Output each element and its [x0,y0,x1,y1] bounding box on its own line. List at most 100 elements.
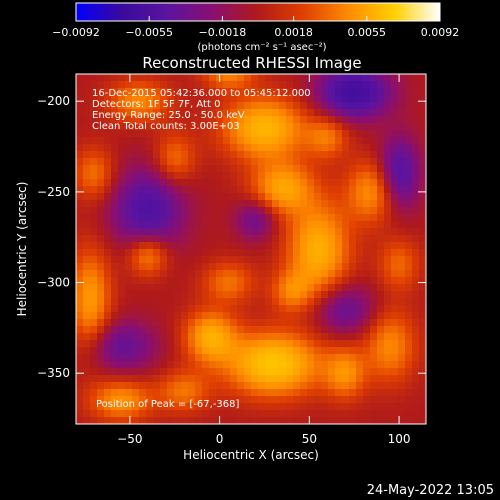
heatmap-cell [202,158,210,166]
heatmap-cell [307,298,315,306]
heatmap-cell [321,165,329,173]
heatmap-cell [251,200,259,208]
heatmap-cell [90,207,98,215]
heatmap-cell [279,186,287,194]
heatmap-cell [412,389,420,397]
heatmap-cell [342,319,350,327]
heatmap-cell [384,333,392,341]
heatmap-cell [314,249,322,257]
heatmap-cell [153,270,161,278]
heatmap-cell [377,242,385,250]
heatmap-cell [279,333,287,341]
heatmap-cell [132,277,140,285]
heatmap-cell [237,102,245,110]
heatmap-cell [139,312,147,320]
heatmap-cell [244,361,252,369]
heatmap-cell [265,144,273,152]
heatmap-cell [181,193,189,201]
heatmap-cell [139,382,147,390]
heatmap-cell [398,81,406,89]
heatmap-cell [377,109,385,117]
heatmap-cell [174,130,182,138]
heatmap-cell [111,263,119,271]
heatmap-cell [237,228,245,236]
heatmap-cell [391,417,399,425]
heatmap-cell [97,298,105,306]
heatmap-cell [146,95,154,103]
heatmap-cell [146,242,154,250]
heatmap-cell [195,389,203,397]
heatmap-cell [314,151,322,159]
heatmap-cell [356,144,364,152]
heatmap-cell [405,270,413,278]
heatmap-cell [223,109,231,117]
heatmap-cell [349,242,357,250]
heatmap-cell [209,354,217,362]
heatmap-cell [384,123,392,131]
heatmap-cell [153,396,161,404]
heatmap-cell [132,319,140,327]
heatmap-cell [195,172,203,180]
heatmap-cell [412,396,420,404]
heatmap-cell [97,319,105,327]
heatmap-cell [209,165,217,173]
heatmap-cell [195,333,203,341]
heatmap-cell [125,256,133,264]
heatmap-cell [293,221,301,229]
heatmap-cell [139,179,147,187]
heatmap-cell [300,361,308,369]
heatmap-cell [405,88,413,96]
heatmap-cell [258,95,266,103]
heatmap-cell [202,410,210,418]
heatmap-cell [307,81,315,89]
heatmap-cell [104,291,112,299]
heatmap-cell [405,347,413,355]
heatmap-cell [181,200,189,208]
heatmap-cell [293,417,301,425]
heatmap-cell [111,291,119,299]
heatmap-cell [286,263,294,271]
heatmap-cell [279,144,287,152]
heatmap-cell [258,417,266,425]
heatmap-cell [237,249,245,257]
heatmap-cell [111,81,119,89]
heatmap-cell [391,284,399,292]
heatmap-cell [300,137,308,145]
heatmap-cell [167,284,175,292]
heatmap-cell [181,389,189,397]
heatmap-cell [104,235,112,243]
heatmap-cell [97,123,105,131]
heatmap-cell [335,102,343,110]
heatmap-cell [195,214,203,222]
heatmap-cell [223,375,231,383]
heatmap-cell [419,151,427,159]
heatmap-cell [377,228,385,236]
heatmap-cell [377,270,385,278]
heatmap-cell [405,221,413,229]
heatmap-cell [356,298,364,306]
heatmap-cell [419,144,427,152]
heatmap-cell [76,214,84,222]
heatmap-cell [104,221,112,229]
heatmap-cell [111,312,119,320]
heatmap-cell [223,186,231,194]
heatmap-cell [83,396,91,404]
heatmap-cell [293,249,301,257]
heatmap-cell [97,312,105,320]
heatmap-cell [111,368,119,376]
heatmap-cell [83,249,91,257]
heatmap-cell [209,95,217,103]
heatmap-cell [181,410,189,418]
heatmap-cell [349,116,357,124]
heatmap-cell [188,123,196,131]
heatmap-cell [83,172,91,180]
heatmap-cell [230,207,238,215]
heatmap-cell [209,144,217,152]
heatmap-cell [97,116,105,124]
heatmap-cell [216,144,224,152]
heatmap-cell [223,347,231,355]
heatmap-cell [125,207,133,215]
heatmap-cell [342,277,350,285]
heatmap-cell [160,368,168,376]
heatmap-cell [244,270,252,278]
